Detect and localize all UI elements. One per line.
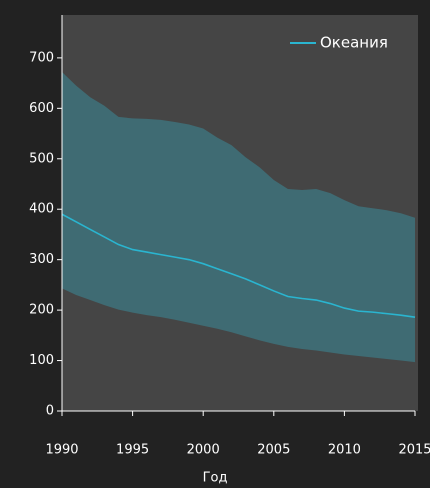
confidence-band — [62, 72, 415, 363]
y-tick-label: 600 — [29, 101, 54, 116]
y-tick-label: 300 — [29, 252, 54, 267]
y-tick-label: 400 — [29, 202, 54, 217]
y-tick-label: 500 — [29, 151, 54, 166]
y-tick-label: 700 — [29, 50, 54, 65]
y-tick-label: 100 — [29, 353, 54, 368]
y-tick-label: 0 — [46, 404, 54, 419]
x-axis-label: Год — [203, 471, 228, 486]
x-tick-label: 2015 — [398, 443, 430, 458]
x-tick-label: 2010 — [328, 443, 361, 458]
x-tick-label: 1995 — [116, 443, 149, 458]
x-tick-label: 2000 — [187, 443, 220, 458]
y-tick-label: 200 — [29, 303, 54, 318]
legend-label: Океания — [320, 34, 388, 52]
series-line — [61, 213, 416, 318]
x-tick-label: 1990 — [45, 443, 78, 458]
x-tick-label: 2005 — [257, 443, 290, 458]
